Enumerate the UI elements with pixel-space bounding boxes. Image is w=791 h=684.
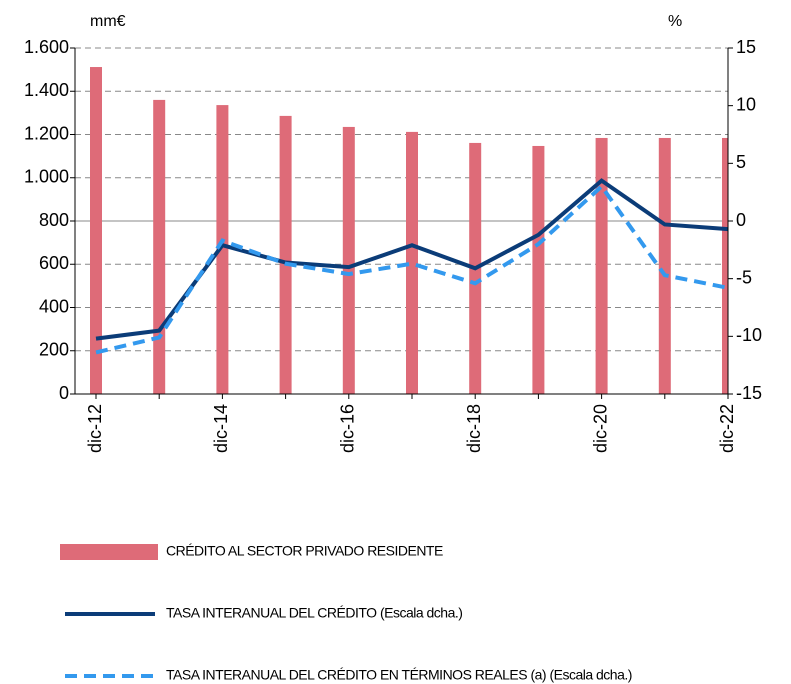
y2-unit: %: [668, 13, 682, 30]
y-tick-label: 1.600: [24, 37, 69, 57]
x-tick-label: dic-16: [338, 404, 358, 453]
y2-tick-label: 0: [736, 210, 746, 230]
bar: [722, 137, 728, 394]
bar: [279, 115, 292, 394]
y-tick-label: 400: [39, 296, 69, 316]
bar: [658, 137, 671, 394]
y-tick-label: 0: [59, 383, 69, 403]
x-tick-label: dic-18: [464, 404, 484, 453]
legend-label: TASA INTERANUAL DEL CRÉDITO EN TÉRMINOS …: [166, 667, 632, 683]
y-tick-label: 800: [39, 210, 69, 230]
bar: [595, 137, 608, 394]
y2-tick-label: -15: [736, 383, 762, 403]
y2-tick-label: 15: [736, 37, 756, 57]
y2-tick-label: -5: [736, 267, 752, 287]
y2-tick-label: 10: [736, 94, 756, 114]
bar: [342, 126, 355, 395]
bar: [406, 131, 418, 394]
y-tick-label: 1.400: [24, 80, 69, 100]
y2-tick-label: -10: [736, 325, 762, 345]
y-tick-label: 200: [39, 340, 69, 360]
y-unit: mm€: [90, 13, 126, 30]
x-tick-label: dic-14: [211, 404, 231, 453]
bar: [90, 67, 102, 394]
y-tick-label: 1.000: [24, 167, 69, 187]
y2-tick-label: 5: [736, 152, 746, 172]
legend-swatch: [60, 544, 158, 560]
x-tick-label: dic-22: [717, 404, 737, 453]
bar: [532, 145, 545, 394]
line: [95, 183, 729, 355]
y-tick-label: 600: [39, 253, 69, 273]
legend-label: TASA INTERANUAL DEL CRÉDITO (Escala dcha…: [166, 605, 462, 621]
bar: [216, 105, 229, 394]
bar: [153, 99, 166, 395]
x-tick-label: dic-20: [590, 404, 610, 453]
x-tick-label: dic-12: [85, 404, 105, 453]
y-tick-label: 1.200: [24, 123, 69, 143]
legend-label: CRÉDITO AL SECTOR PRIVADO RESIDENTE: [166, 543, 443, 559]
